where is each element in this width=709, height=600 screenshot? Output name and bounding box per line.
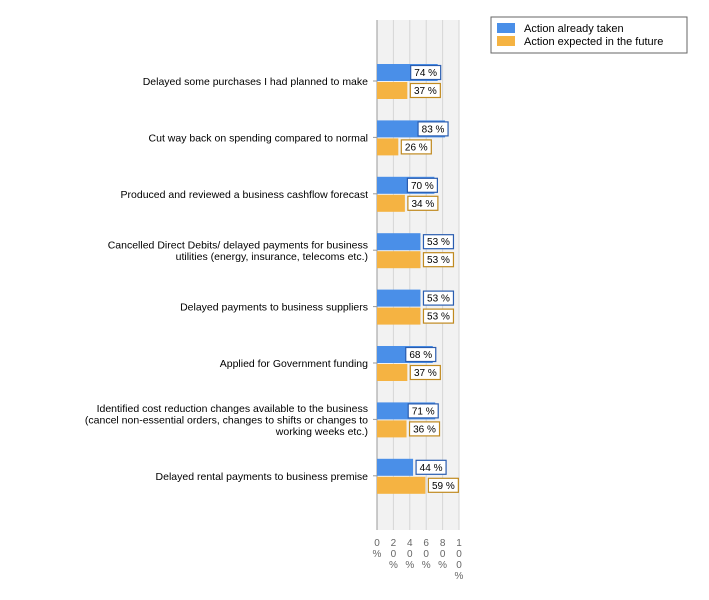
x-tick-label: %	[389, 560, 398, 571]
value-label-box	[405, 346, 437, 363]
value-label: 53 %	[427, 255, 450, 266]
value-label-box	[408, 421, 441, 437]
value-label-box	[415, 459, 447, 475]
bar-expected	[377, 420, 407, 438]
value-label: 70 %	[411, 181, 434, 192]
category-label: working weeks etc.)	[275, 426, 368, 438]
bar-expected	[377, 476, 426, 494]
x-tick-label: 0	[374, 538, 380, 549]
category-label: Cancelled Direct Debits/ delayed payment…	[108, 239, 368, 251]
value-label: 83 %	[422, 124, 445, 135]
x-tick-label: 2	[391, 538, 397, 549]
value-label-box	[410, 64, 442, 81]
category-label: Delayed rental payments to business prem…	[156, 471, 369, 483]
x-tick-label: 0	[440, 549, 446, 560]
x-tick-label: %	[422, 560, 431, 571]
value-label: 36 %	[413, 424, 436, 435]
legend-box	[490, 16, 688, 54]
value-label: 26 %	[405, 142, 428, 153]
category-label: Applied for Government funding	[220, 358, 368, 370]
value-label: 37 %	[414, 368, 437, 379]
x-tick-label: 8	[440, 538, 446, 549]
value-label: 37 %	[414, 86, 437, 97]
bar-expected	[377, 82, 408, 99]
bar-taken	[377, 289, 421, 307]
category-label: (cancel non-essential orders, changes to…	[85, 414, 368, 426]
x-tick-label: 0	[391, 549, 397, 560]
category-label: Produced and reviewed a business cashflo…	[121, 189, 369, 201]
category-label: Delayed payments to business suppliers	[180, 302, 368, 314]
x-tick-label: 4	[407, 538, 413, 549]
x-tick-label: 0	[423, 549, 429, 560]
value-label: 59 %	[432, 481, 455, 492]
bar-expected	[377, 138, 399, 156]
x-tick-label: 0	[407, 549, 413, 560]
value-label-box	[407, 403, 439, 419]
plot-area	[377, 20, 459, 530]
bar-taken	[377, 233, 421, 251]
value-label-box	[409, 364, 441, 381]
value-label: 71 %	[412, 406, 435, 417]
x-tick-label: %	[405, 560, 414, 571]
legend-swatch	[497, 36, 515, 46]
value-label: 34 %	[411, 199, 434, 210]
value-label: 53 %	[427, 294, 450, 305]
value-label: 44 %	[420, 463, 443, 474]
value-label-box	[427, 477, 459, 493]
legend-label: Action expected in the future	[524, 36, 663, 48]
x-tick-label: %	[373, 549, 382, 560]
category-label: utilities (energy, insurance, telecoms e…	[176, 251, 368, 263]
bar-expected	[377, 251, 421, 269]
x-tick-label: 0	[456, 560, 462, 571]
x-tick-label: %	[438, 560, 447, 571]
category-label: Cut way back on spending compared to nor…	[149, 132, 368, 144]
bar-expected	[377, 307, 421, 325]
value-label-box	[406, 177, 438, 193]
bar-expected	[377, 364, 408, 381]
x-tick-label: 1	[456, 538, 462, 549]
legend-label: Action already taken	[524, 23, 624, 35]
bar-taken	[377, 458, 414, 476]
x-tick-label: %	[455, 571, 464, 582]
bar-expected	[377, 194, 405, 212]
x-tick-label: 6	[423, 538, 429, 549]
value-label-box	[400, 139, 432, 155]
value-label-box	[417, 121, 449, 137]
value-label-box	[407, 195, 439, 211]
value-label-box	[409, 82, 441, 99]
value-label-box	[422, 234, 455, 250]
category-label: Delayed some purchases I had planned to …	[143, 76, 368, 88]
value-label: 74 %	[414, 68, 437, 79]
value-label-box	[422, 308, 455, 324]
category-label: Identified cost reduction changes availa…	[97, 403, 368, 415]
value-label-box	[422, 252, 455, 268]
value-label-box	[422, 290, 455, 306]
value-label: 68 %	[409, 350, 432, 361]
x-tick-label: 0	[456, 549, 462, 560]
value-label: 53 %	[427, 312, 450, 323]
value-label: 53 %	[427, 237, 450, 248]
legend-swatch	[497, 23, 515, 33]
